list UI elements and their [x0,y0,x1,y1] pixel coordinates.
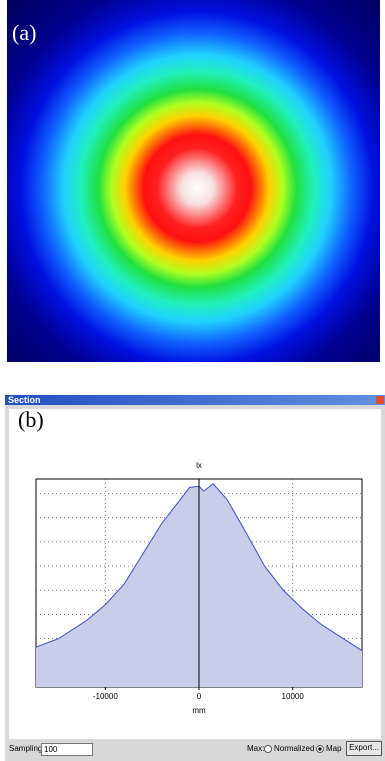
x-tick-label: 0 [197,692,202,701]
x-axis-label: mm [192,706,206,715]
sampling-label: Sampling [9,743,42,755]
x-tick-label: -10000 [93,692,118,701]
sampling-input[interactable]: 100 [41,743,93,756]
y-axis-label: lx [196,461,202,470]
panel-label: (b) [18,407,44,433]
max-label: Max: [247,743,264,755]
page: (a) Section 246810121416-10000010000lxmm… [0,0,385,761]
radio-label: Normalized [274,744,314,753]
intensity-map [7,0,380,362]
export-button[interactable]: Export... [346,741,382,756]
radio-map[interactable]: Map [316,743,342,755]
x-tick-label: 10000 [282,692,305,701]
radio-normalized[interactable]: Normalized [264,743,314,755]
radio-label: Map [326,744,342,753]
panel-label: (a) [12,20,36,46]
